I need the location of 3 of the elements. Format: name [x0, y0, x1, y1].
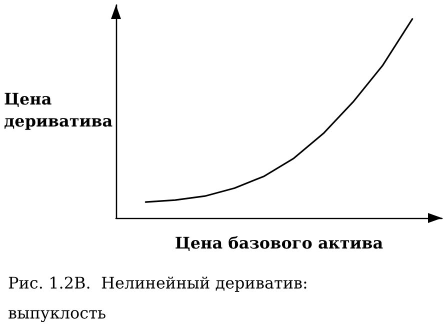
text: Рис. 1.2B. Нелинейный дериватив: выпуклость	[8, 274, 313, 322]
y-axis-title: Цена дериватива	[4, 90, 113, 130]
x-axis-title: Цена базового актива	[174, 234, 384, 252]
